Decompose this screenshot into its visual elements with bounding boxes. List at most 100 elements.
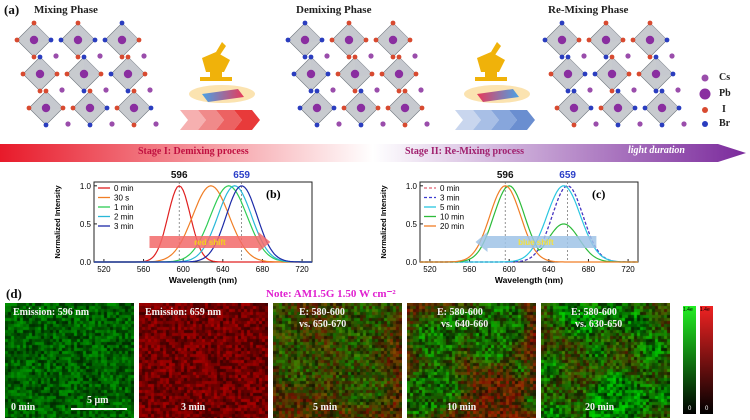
octahedron — [636, 54, 676, 94]
pb-atom — [400, 103, 410, 113]
octahedron — [642, 88, 682, 128]
cs-atom — [53, 53, 59, 59]
octahedron — [554, 88, 594, 128]
octahedron — [70, 88, 110, 128]
br-atom — [314, 88, 320, 94]
light-duration-label: light duration — [628, 145, 685, 156]
i-atom — [375, 105, 381, 111]
pl-map-0min: Emission: 596 nm 0 min 5 μm — [5, 303, 134, 418]
colorbar-green-max: 1.4e — [683, 307, 693, 313]
colorbar-green — [683, 306, 696, 414]
br-atom — [308, 88, 314, 94]
pl-map-3min: Emission: 659 nm 3 min — [139, 303, 268, 418]
crystal-structure-demixing — [285, 20, 430, 128]
i-atom — [609, 88, 615, 94]
map-title: E: 580-600 — [571, 307, 617, 318]
panel-label: (b) — [266, 187, 281, 201]
octahedron — [20, 54, 60, 94]
chevron-arrow-red — [180, 110, 260, 130]
cs-atom — [153, 121, 159, 127]
pb-legend-dot — [699, 88, 711, 100]
br-atom — [659, 88, 665, 94]
legend-entry: 5 min — [440, 203, 460, 212]
br-atom — [664, 37, 670, 43]
y-tick-label: 1.0 — [406, 182, 418, 191]
shift-label: blue shift — [518, 238, 554, 247]
x-axis-label: Wavelength (nm) — [495, 275, 563, 285]
map-time: 3 min — [181, 402, 206, 413]
pb-atom — [344, 35, 354, 45]
br-legend-dot — [702, 121, 708, 127]
legend-entry: 10 min — [440, 213, 464, 222]
pb-atom — [356, 103, 366, 113]
br-atom — [571, 88, 577, 94]
phase-title-remixing: Re-Mixing Phase — [548, 4, 629, 16]
i-atom — [335, 71, 341, 77]
i-atom — [390, 54, 396, 60]
x-tick-label: 640 — [542, 265, 556, 274]
br-atom — [659, 122, 665, 128]
cs-atom — [637, 121, 643, 127]
peak-value-label: 659 — [559, 170, 576, 181]
legend-entry: 30 s — [114, 194, 129, 203]
pl-map-10min: E: 580-600 vs. 640-660 10 min — [407, 303, 536, 418]
pb-atom — [613, 103, 623, 113]
cs-atom — [625, 53, 631, 59]
x-tick-label: 560 — [463, 265, 477, 274]
phase-title-mixing: Mixing Phase — [34, 4, 98, 16]
br-atom — [588, 105, 594, 111]
i-atom — [598, 105, 604, 111]
br-atom — [104, 105, 110, 111]
i-atom — [75, 54, 81, 60]
br-atom — [285, 37, 291, 43]
octahedron — [341, 88, 381, 128]
br-atom — [615, 88, 621, 94]
cs-atom — [380, 121, 386, 127]
cs-atom — [97, 53, 103, 59]
chevron-arrow-blue — [455, 110, 535, 130]
br-atom — [92, 37, 98, 43]
map-title: E: 580-600 — [437, 307, 483, 318]
i-atom — [119, 54, 125, 60]
cs-atom — [593, 121, 599, 127]
plot-frame — [93, 181, 313, 263]
legend-label-pb: Pb — [719, 88, 731, 99]
panel-label: (c) — [592, 187, 605, 201]
i-atom — [402, 122, 408, 128]
i-atom — [620, 37, 626, 43]
x-tick-label: 680 — [582, 265, 596, 274]
cs-legend-dot — [701, 74, 709, 82]
panel-d-label: (d) — [6, 286, 22, 301]
stage1-label: Stage I: Demixing process — [138, 146, 249, 157]
i-atom — [341, 105, 347, 111]
cs-atom — [412, 53, 418, 59]
map-title: Emission: 659 nm — [145, 307, 222, 318]
br-atom — [314, 122, 320, 128]
octahedron — [285, 20, 325, 60]
i-atom — [131, 122, 137, 128]
i-atom — [20, 71, 26, 77]
i-atom — [385, 105, 391, 111]
legend-entry: 0 min — [440, 184, 460, 193]
map-subtitle: vs. 630-650 — [575, 319, 623, 330]
br-atom — [559, 20, 565, 26]
i-atom — [647, 20, 653, 26]
peak-value-label: 596 — [171, 170, 188, 181]
crystal-structure-remixing — [542, 20, 687, 128]
pb-atom — [29, 35, 39, 45]
legend-label-br: Br — [719, 118, 731, 129]
i-atom — [352, 88, 358, 94]
cs-atom — [368, 53, 374, 59]
octahedron — [598, 88, 638, 128]
crystal-structure-mixing — [14, 20, 159, 128]
br-atom — [302, 20, 308, 26]
cs-atom — [374, 87, 380, 93]
pb-atom — [306, 69, 316, 79]
i-atom — [609, 54, 615, 60]
i-atom — [31, 20, 37, 26]
y-tick-label: 0.5 — [406, 220, 418, 229]
pb-atom — [645, 35, 655, 45]
pl-map-5min: E: 580-600 vs. 650-670 5 min — [273, 303, 402, 418]
i-atom — [125, 54, 131, 60]
lamp-icon — [475, 42, 507, 81]
